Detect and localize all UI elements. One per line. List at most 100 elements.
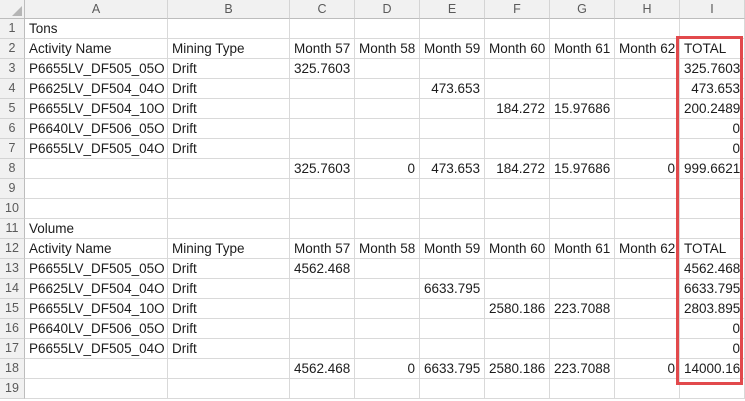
cell-D8[interactable]: 0 [355,159,420,179]
cell-G17[interactable] [550,339,615,359]
cell-E6[interactable] [420,119,485,139]
cell-A4[interactable]: P6625LV_DF504_04O [25,79,168,99]
cell-H1[interactable] [615,19,680,39]
cell-H6[interactable] [615,119,680,139]
cell-G13[interactable] [550,259,615,279]
cell-H17[interactable] [615,339,680,359]
cell-D18[interactable]: 0 [355,359,420,379]
cell-B8[interactable] [168,159,290,179]
cell-E5[interactable] [420,99,485,119]
cell-C7[interactable] [290,139,355,159]
row-header-4[interactable]: 4 [0,79,25,99]
cell-G10[interactable] [550,199,615,219]
row-header-19[interactable]: 19 [0,379,25,399]
row-header-18[interactable]: 18 [0,359,25,379]
cell-I12[interactable]: TOTAL [680,239,745,259]
column-header-I[interactable]: I [680,0,745,19]
cell-I16[interactable]: 0 [680,319,745,339]
row-header-5[interactable]: 5 [0,99,25,119]
cell-D15[interactable] [355,299,420,319]
cell-E2[interactable]: Month 59 [420,39,485,59]
cell-I2[interactable]: TOTAL [680,39,745,59]
cell-H3[interactable] [615,59,680,79]
cell-F12[interactable]: Month 60 [485,239,550,259]
cell-F4[interactable] [485,79,550,99]
cell-C9[interactable] [290,179,355,199]
cell-A7[interactable]: P6655LV_DF505_04O [25,139,168,159]
cell-I1[interactable] [680,19,745,39]
cell-D2[interactable]: Month 58 [355,39,420,59]
cell-G14[interactable] [550,279,615,299]
cell-I7[interactable]: 0 [680,139,745,159]
cell-E1[interactable] [420,19,485,39]
cell-G18[interactable]: 223.7088 [550,359,615,379]
cell-B9[interactable] [168,179,290,199]
cell-A17[interactable]: P6655LV_DF505_04O [25,339,168,359]
cell-F18[interactable]: 2580.186 [485,359,550,379]
cell-I5[interactable]: 200.2489 [680,99,745,119]
cell-H18[interactable]: 0 [615,359,680,379]
cell-D11[interactable] [355,219,420,239]
cell-D9[interactable] [355,179,420,199]
cell-D5[interactable] [355,99,420,119]
cell-C15[interactable] [290,299,355,319]
cell-I8[interactable]: 999.6621 [680,159,745,179]
cell-G2[interactable]: Month 61 [550,39,615,59]
cell-F10[interactable] [485,199,550,219]
cell-G4[interactable] [550,79,615,99]
cell-C16[interactable] [290,319,355,339]
cell-C4[interactable] [290,79,355,99]
cell-C5[interactable] [290,99,355,119]
row-header-14[interactable]: 14 [0,279,25,299]
cell-C14[interactable] [290,279,355,299]
row-header-8[interactable]: 8 [0,159,25,179]
cell-B19[interactable] [168,379,290,399]
cell-G15[interactable]: 223.7088 [550,299,615,319]
cell-B7[interactable]: Drift [168,139,290,159]
row-header-13[interactable]: 13 [0,259,25,279]
cell-B2[interactable]: Mining Type [168,39,290,59]
cell-D10[interactable] [355,199,420,219]
cell-A18[interactable] [25,359,168,379]
cell-F2[interactable]: Month 60 [485,39,550,59]
column-header-G[interactable]: G [550,0,615,19]
cell-C6[interactable] [290,119,355,139]
cell-E4[interactable]: 473.653 [420,79,485,99]
cell-C1[interactable] [290,19,355,39]
row-header-15[interactable]: 15 [0,299,25,319]
cell-H14[interactable] [615,279,680,299]
cell-C2[interactable]: Month 57 [290,39,355,59]
cell-G3[interactable] [550,59,615,79]
cell-G1[interactable] [550,19,615,39]
cell-G9[interactable] [550,179,615,199]
cell-H15[interactable] [615,299,680,319]
column-header-D[interactable]: D [355,0,420,19]
cell-F8[interactable]: 184.272 [485,159,550,179]
cell-I19[interactable] [680,379,745,399]
cell-B1[interactable] [168,19,290,39]
row-header-9[interactable]: 9 [0,179,25,199]
cell-A13[interactable]: P6655LV_DF505_05O [25,259,168,279]
cell-G7[interactable] [550,139,615,159]
cell-H19[interactable] [615,379,680,399]
cell-B14[interactable]: Drift [168,279,290,299]
column-header-A[interactable]: A [25,0,168,19]
cell-A12[interactable]: Activity Name [25,239,168,259]
cell-E8[interactable]: 473.653 [420,159,485,179]
cell-H16[interactable] [615,319,680,339]
cell-B11[interactable] [168,219,290,239]
cell-I10[interactable] [680,199,745,219]
cell-E3[interactable] [420,59,485,79]
cell-G12[interactable]: Month 61 [550,239,615,259]
cell-C17[interactable] [290,339,355,359]
cell-E16[interactable] [420,319,485,339]
cell-B3[interactable]: Drift [168,59,290,79]
cell-F7[interactable] [485,139,550,159]
cell-E13[interactable] [420,259,485,279]
row-header-3[interactable]: 3 [0,59,25,79]
cell-D6[interactable] [355,119,420,139]
cell-H13[interactable] [615,259,680,279]
cell-B16[interactable]: Drift [168,319,290,339]
cell-E15[interactable] [420,299,485,319]
cell-A10[interactable] [25,199,168,219]
